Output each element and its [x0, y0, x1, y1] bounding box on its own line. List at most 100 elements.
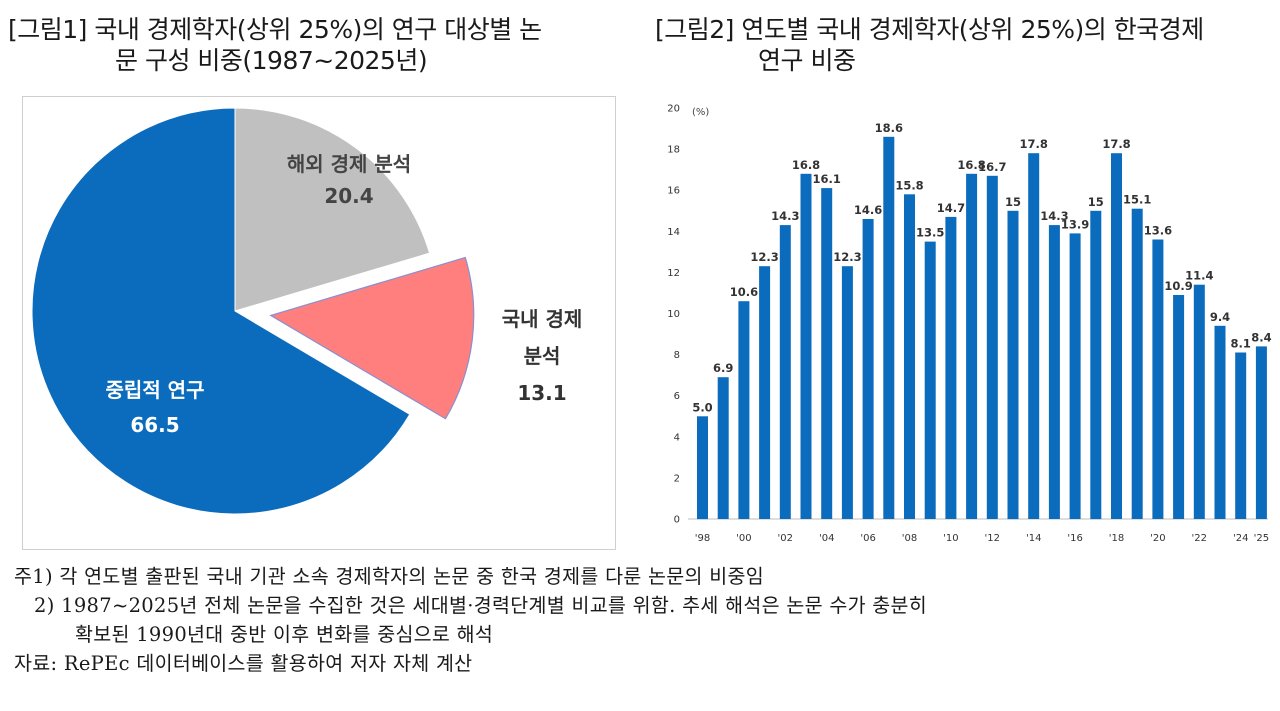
- bar-value-label: 13.9: [1061, 217, 1089, 231]
- y-tick-label: 18: [667, 145, 680, 156]
- note-1: 주1) 각 연도별 출판된 국내 기관 소속 경제학자의 논문 중 한국 경제를…: [14, 565, 764, 588]
- bar-value-label: 5.0: [692, 400, 712, 414]
- bar-value-label: 10.6: [730, 285, 758, 299]
- bar: [1090, 210, 1102, 520]
- x-tick-label: '08: [902, 533, 917, 544]
- bar: [1152, 239, 1164, 519]
- bar-value-label: 14.3: [771, 209, 799, 223]
- bar-value-label: 12.3: [750, 250, 778, 264]
- bar-value-label: 13.5: [916, 226, 944, 240]
- y-tick-label: 2: [674, 473, 680, 484]
- y-tick-label: 12: [667, 268, 680, 279]
- bar: [1193, 284, 1205, 519]
- bar-chart-frame: (%) 0 2 4 6 8 10 12 14 16 18 20 5.0 6.9 10.6 12.3 14.3…: [664, 97, 1274, 550]
- x-tick-label: '10: [943, 533, 958, 544]
- source-note: 자료: RePEc 데이터베이스를 활용하여 저자 자체 계산: [14, 652, 473, 675]
- figure1-title-line2: 문 구성 비중(1987~2025년): [115, 46, 428, 75]
- bar-value-label: 18.6: [875, 121, 903, 135]
- figure1-title: [그림1] 국내 경제학자(상위 25%)의 연구 대상별 논 문 구성 비중(…: [8, 14, 638, 76]
- x-tick-label: '12: [985, 533, 1000, 544]
- y-axis-ticks: 0 2 4 6 8 10 12 14 16 18 20: [667, 104, 680, 526]
- pie-value-neutral: 66.5: [130, 413, 179, 437]
- bar: [1069, 233, 1081, 519]
- bar: [904, 194, 915, 520]
- pie-chart-frame: 해외 경제 분석 20.4 국내 경제 분석 13.1 중립적 연구 66.5: [22, 96, 616, 550]
- bar: [717, 377, 729, 519]
- figure2-title-line1: [그림2] 연도별 국내 경제학자(상위 25%)의 한국경제: [655, 15, 1204, 44]
- bar-value-label: 8.4: [1251, 330, 1271, 344]
- pie-slice-domestic: [269, 256, 475, 420]
- bar: [841, 266, 853, 519]
- bar-value-label: 14.3: [1040, 209, 1068, 223]
- x-tick-label: '02: [778, 533, 793, 544]
- x-tick-label: '20: [1150, 533, 1165, 544]
- pie-label-domestic-line1: 국내 경제: [502, 307, 583, 331]
- x-tick-label: '16: [1067, 533, 1082, 544]
- bar: [1048, 225, 1060, 519]
- x-axis-ticks: '98 '00 '02 '04 '06 '08 '10 '12 '14 '16 '18 '20 '22 '…: [695, 533, 1269, 544]
- pie-value-domestic: 13.1: [517, 381, 566, 405]
- x-tick-label: '00: [736, 533, 751, 544]
- y-tick-label: 14: [667, 227, 680, 238]
- bar-value-label: 14.6: [854, 203, 882, 217]
- note-2-continued: 확보된 1990년대 중반 이후 변화를 중심으로 해석: [75, 623, 494, 646]
- pie-label-foreign: 해외 경제 분석: [287, 152, 411, 176]
- bar-value-label: 15: [1005, 195, 1021, 209]
- bar-value-label: 16.7: [978, 160, 1006, 174]
- bar-unit-label: (%): [692, 107, 709, 118]
- x-tick-label: '14: [1026, 533, 1041, 544]
- bar: [1214, 325, 1226, 519]
- bar: [883, 136, 895, 520]
- y-tick-label: 16: [667, 186, 680, 197]
- x-tick-label: '06: [860, 533, 875, 544]
- bar-value-label: 8.1: [1231, 337, 1251, 351]
- note-2: 2) 1987~2025년 전체 논문을 수집한 것은 세대별·경력단계별 비교…: [34, 594, 928, 617]
- bar-value-label: 9.4: [1210, 310, 1230, 324]
- bar: [697, 416, 708, 520]
- bar-chart: (%) 0 2 4 6 8 10 12 14 16 18 20 5.0 6.9 10.6 12.3 14.3…: [667, 104, 1272, 545]
- bar: [1235, 352, 1247, 519]
- notes-section: 주1) 각 연도별 출판된 국내 기관 소속 경제학자의 논문 중 한국 경제를…: [14, 562, 1276, 678]
- bar-value-label: 17.8: [1102, 137, 1130, 151]
- pie-label-neutral: 중립적 연구: [106, 378, 205, 402]
- x-tick-label: '25: [1254, 533, 1269, 544]
- bar: [821, 188, 833, 519]
- bar: [1111, 153, 1122, 519]
- y-tick-label: 0: [674, 515, 680, 526]
- bar: [779, 225, 791, 519]
- bar: [1007, 210, 1019, 520]
- pie-value-foreign: 20.4: [324, 184, 373, 208]
- bar: [1173, 295, 1185, 519]
- figure2-title: [그림2] 연도별 국내 경제학자(상위 25%)의 한국경제 연구 비중: [655, 14, 1275, 76]
- y-tick-label: 6: [674, 391, 680, 402]
- bar: [966, 173, 978, 520]
- y-tick-label: 20: [667, 104, 680, 115]
- bar: [1255, 346, 1267, 519]
- pie-label-domestic-line2: 분석: [524, 344, 561, 368]
- bar-value-label: 15.1: [1123, 193, 1151, 207]
- figure2-title-line2: 연구 비중: [758, 46, 856, 75]
- bar-value-label: 17.8: [1020, 137, 1048, 151]
- bar: [1131, 208, 1143, 519]
- x-tick-label: '24: [1233, 533, 1248, 544]
- bar: [738, 301, 750, 519]
- bar-series: 5.06.910.612.314.316.816.112.314.618.615…: [692, 121, 1272, 520]
- y-tick-label: 10: [667, 309, 680, 320]
- pie-slice-foreign: [234, 107, 431, 312]
- bar: [945, 216, 957, 519]
- figure1-title-line1: [그림1] 국내 경제학자(상위 25%)의 연구 대상별 논: [8, 15, 542, 44]
- bar: [1028, 153, 1040, 519]
- y-tick-label: 8: [674, 350, 680, 361]
- bar-value-label: 16.1: [813, 172, 841, 186]
- bar: [924, 241, 936, 519]
- bar: [800, 173, 812, 520]
- bar-value-label: 14.7: [937, 201, 965, 215]
- bar-value-label: 15.8: [895, 178, 923, 192]
- bar-value-label: 16.8: [957, 158, 985, 172]
- bar-value-label: 6.9: [713, 361, 733, 375]
- pie-chart: 해외 경제 분석 20.4 국내 경제 분석 13.1 중립적 연구 66.5: [31, 107, 583, 515]
- bar-value-label: 10.9: [1164, 279, 1192, 293]
- bar-value-label: 11.4: [1185, 269, 1213, 283]
- pie-slice-neutral: [31, 107, 411, 515]
- bar: [986, 175, 998, 520]
